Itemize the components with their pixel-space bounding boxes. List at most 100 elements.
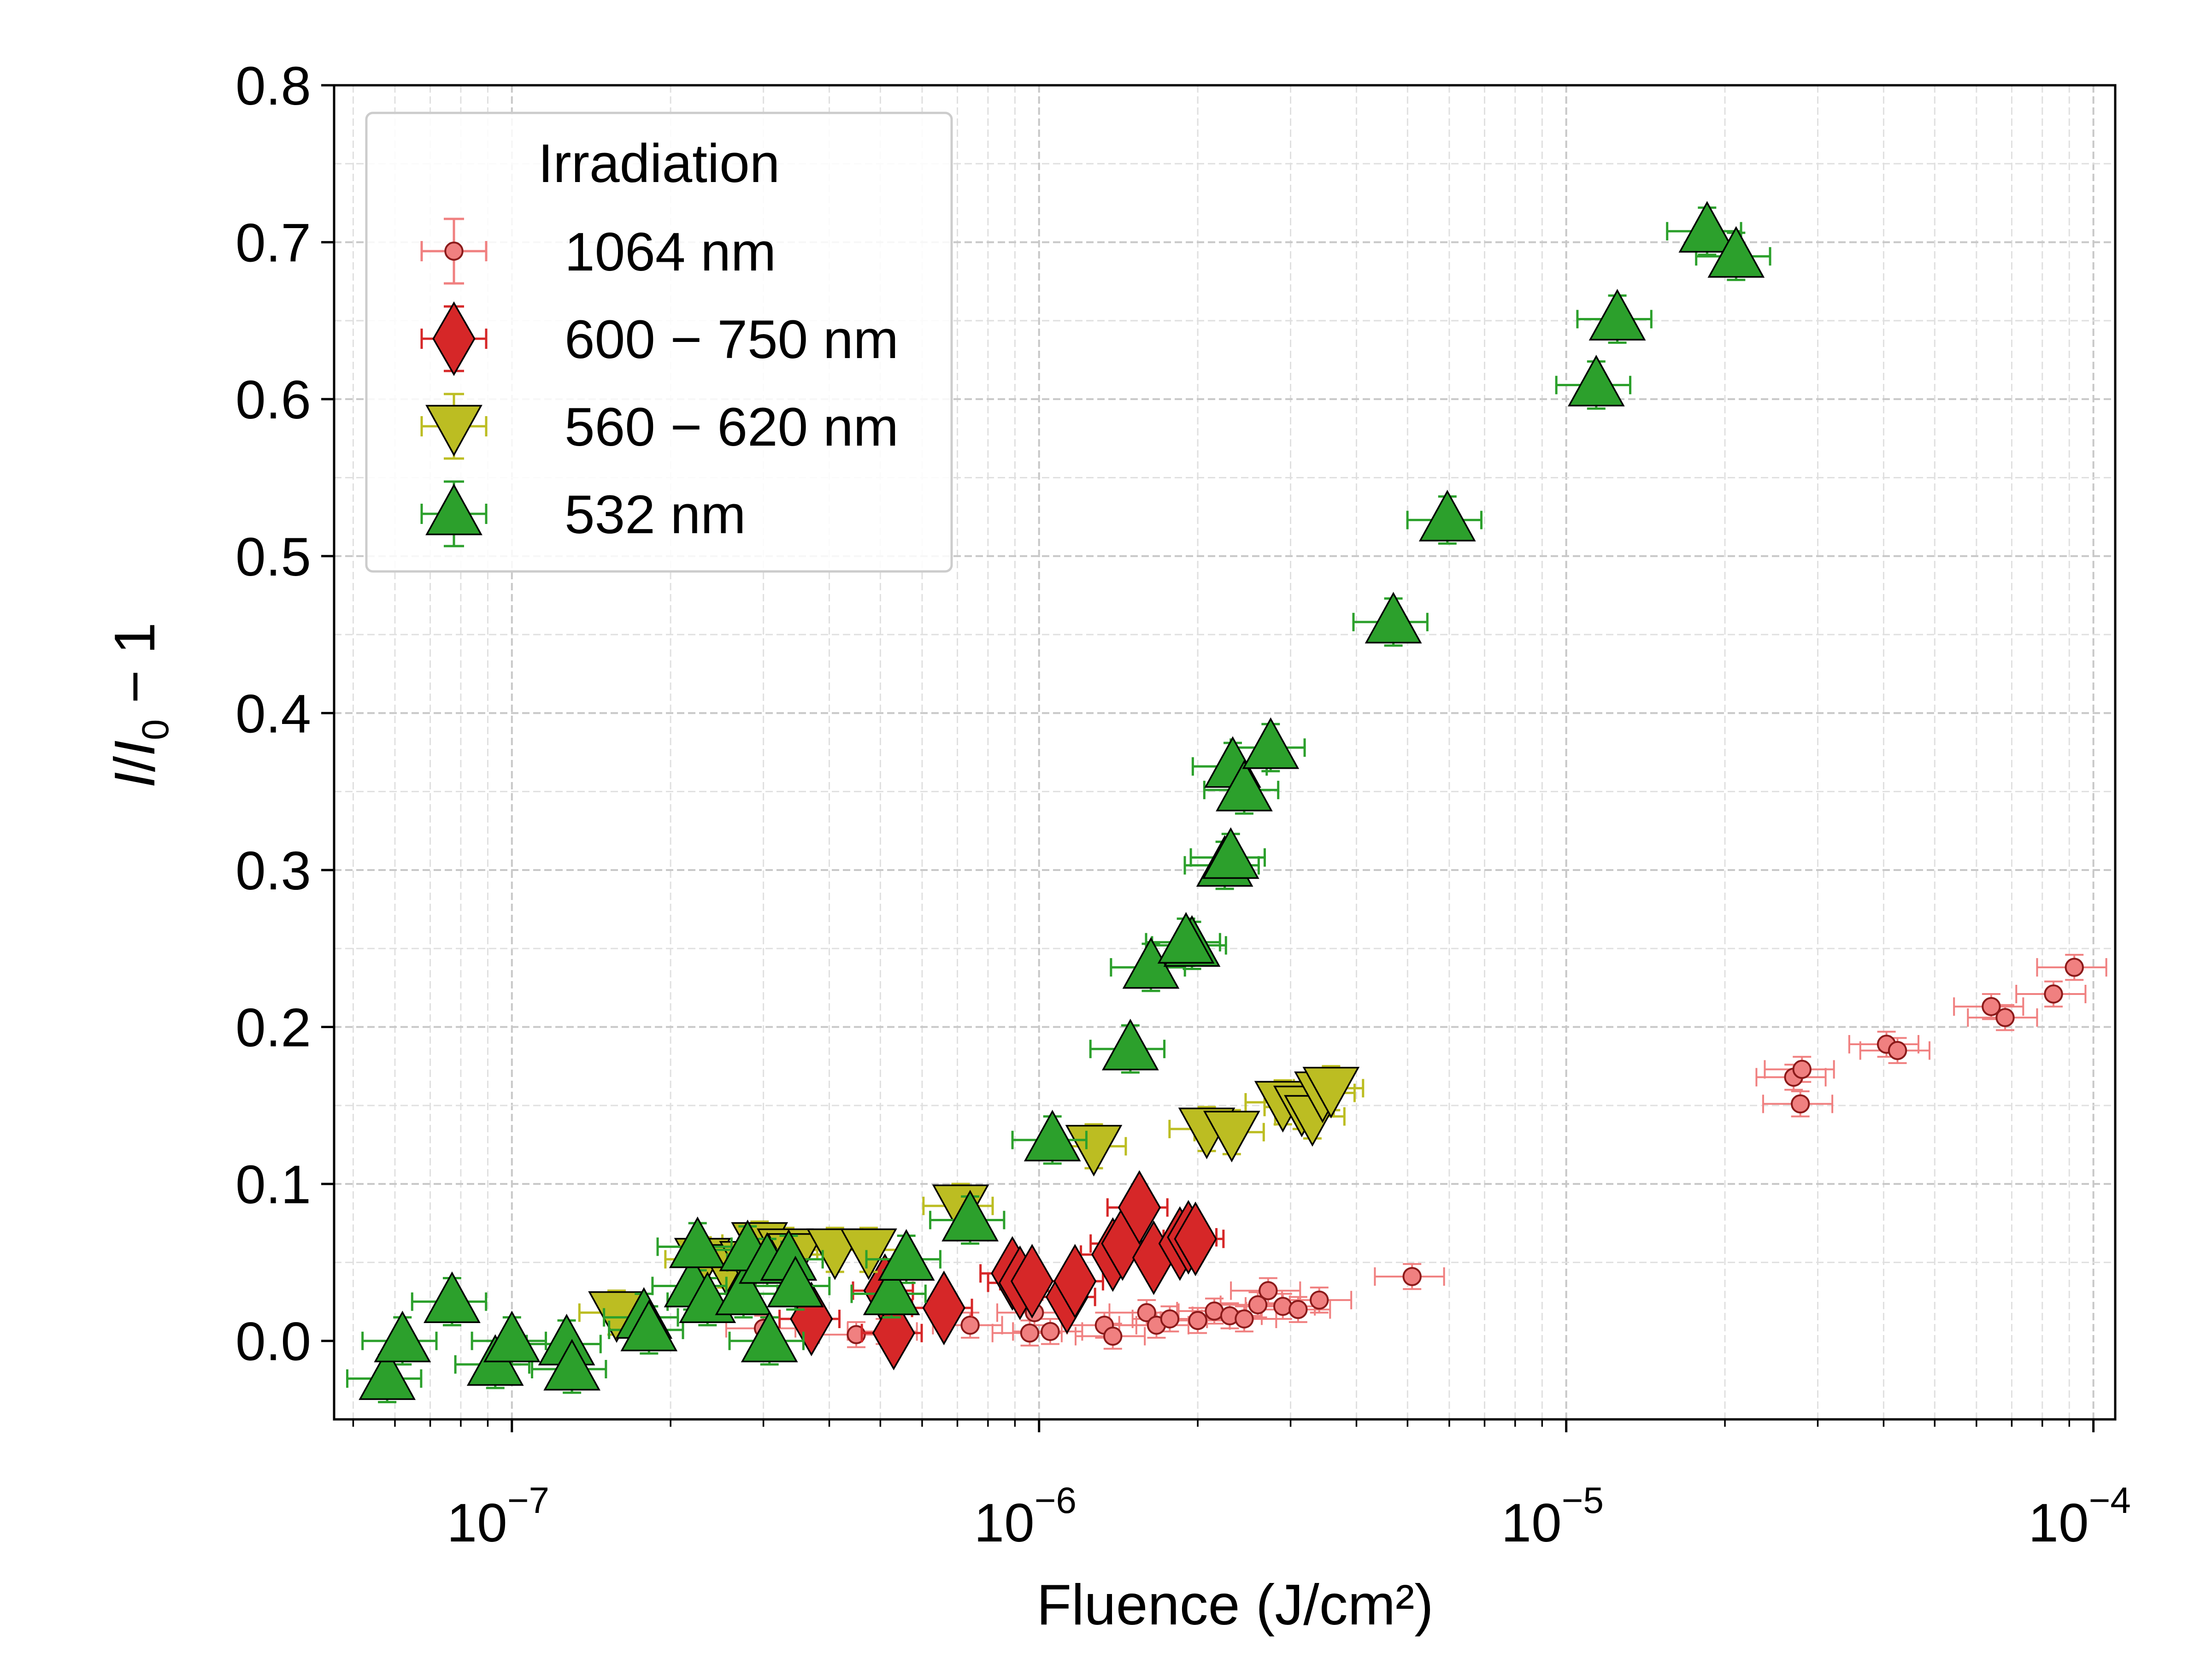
y-tick-label: 0.4 <box>235 683 311 744</box>
data-point <box>359 1348 416 1400</box>
x-tick-base: 10 <box>974 1493 1035 1553</box>
x-tick-base: 10 <box>2028 1493 2088 1553</box>
data-point <box>1203 1111 1260 1163</box>
y-tick-label: 0.2 <box>235 998 311 1059</box>
legend-entries: 1064 nm 600 − 750 nm 560 − 620 nm 532 nm <box>420 218 899 547</box>
data-point <box>715 1263 772 1315</box>
data-point <box>1101 1018 1159 1071</box>
data-point <box>847 1325 866 1344</box>
data-point <box>1118 1170 1161 1245</box>
legend-marker <box>444 241 464 261</box>
series-1064-nm <box>725 953 2107 1350</box>
data-point <box>1259 1281 1278 1300</box>
data-point <box>1402 1267 1422 1286</box>
data-point <box>1041 1322 1060 1341</box>
data-point <box>2065 958 2084 977</box>
data-point <box>1707 226 1765 278</box>
x-tick-label: 10−4 <box>2028 1480 2130 1553</box>
data-point <box>1053 1244 1097 1319</box>
data-point <box>1418 489 1476 541</box>
data-point <box>1020 1323 1040 1343</box>
data-point <box>543 1339 601 1391</box>
data-point <box>620 1300 678 1352</box>
data-point <box>872 1295 915 1371</box>
x-tick-label: 10−7 <box>447 1480 549 1553</box>
y-axis-label: I/I0 − 1 <box>103 622 176 788</box>
data-point <box>960 1315 980 1335</box>
data-point <box>1242 717 1300 769</box>
plot-area <box>346 201 2107 1404</box>
legend-marker <box>425 483 482 535</box>
data-point <box>1792 1059 1812 1079</box>
legend-label: 560 − 620 nm <box>565 397 899 458</box>
y-tick-label: 0.7 <box>235 213 311 274</box>
x-tick-exponent: −7 <box>507 1480 549 1521</box>
data-point <box>741 1311 798 1363</box>
legend: Irradiation 1064 nm 600 − 750 nm 560 − 620… <box>365 112 953 573</box>
x-tick-base: 10 <box>1501 1493 1561 1553</box>
data-point <box>1790 1094 1810 1114</box>
data-point <box>374 1311 431 1363</box>
data-point <box>840 1228 897 1280</box>
data-point <box>863 1263 920 1315</box>
y-tick-label: 0.1 <box>235 1154 311 1215</box>
x-tick-exponent: −4 <box>2089 1480 2131 1521</box>
data-point <box>1235 1309 1254 1329</box>
ticks: 10−7 10−6 10−5 10−40.00.10.20.30.40.50.60.7… <box>235 56 2131 1553</box>
data-point <box>483 1311 541 1363</box>
y-axis-label-rest: − 1 <box>103 622 167 719</box>
y-axis-label-i: I <box>103 772 167 788</box>
x-tick-exponent: −6 <box>1035 1480 1077 1521</box>
data-point <box>1995 1008 2015 1027</box>
data-point <box>1302 1066 1360 1118</box>
legend-box <box>365 112 953 573</box>
series-600-750-nm <box>778 1170 1225 1371</box>
data-point <box>1567 354 1625 406</box>
data-point <box>1157 912 1215 964</box>
data-point <box>1137 1303 1156 1323</box>
data-point <box>1024 1110 1081 1162</box>
data-point <box>1365 592 1422 644</box>
x-tick-exponent: −5 <box>1562 1480 1604 1521</box>
x-tick-label: 10−5 <box>1501 1480 1603 1553</box>
y-tick-label: 0.6 <box>235 370 311 430</box>
data-point <box>1588 288 1646 341</box>
y-axis-label-subscript: 0 <box>135 719 176 741</box>
y-axis-label-slash: / <box>103 756 167 772</box>
data-point <box>1160 1309 1180 1329</box>
y-tick-label: 0.5 <box>235 527 311 588</box>
y-tick-label: 0.0 <box>235 1312 311 1372</box>
data-point <box>1188 1311 1207 1330</box>
legend-marker <box>425 405 482 457</box>
legend-label: 532 nm <box>565 484 746 545</box>
data-point <box>669 1216 726 1268</box>
data-point <box>1202 827 1259 879</box>
data-point <box>767 1255 824 1307</box>
legend-marker <box>432 301 476 377</box>
data-point <box>1310 1290 1329 1310</box>
y-tick-label: 0.8 <box>235 56 311 117</box>
legend-title: Irradiation <box>538 133 780 194</box>
data-point <box>1174 1201 1217 1277</box>
data-point <box>941 1189 999 1241</box>
data-point <box>424 1271 481 1323</box>
data-point <box>1888 1041 1907 1060</box>
data-point <box>2044 984 2063 1004</box>
series-532-nm <box>346 201 1771 1404</box>
data-point <box>1982 997 2001 1016</box>
y-tick-label: 0.3 <box>235 841 311 901</box>
data-point <box>1010 1244 1054 1319</box>
x-tick-base: 10 <box>447 1493 507 1553</box>
data-point <box>877 1229 935 1281</box>
data-point <box>922 1271 965 1346</box>
y-axis-label-i0: I <box>103 740 167 756</box>
data-point <box>1288 1300 1308 1319</box>
data-point <box>1216 759 1273 812</box>
data-point <box>1273 1297 1293 1316</box>
plot-frame <box>333 84 2117 1421</box>
data-point <box>1678 201 1736 253</box>
data-point <box>1065 1124 1123 1177</box>
x-axis-label: Fluence (J/cm²) <box>1036 1573 1433 1637</box>
data-point <box>1248 1295 1268 1315</box>
